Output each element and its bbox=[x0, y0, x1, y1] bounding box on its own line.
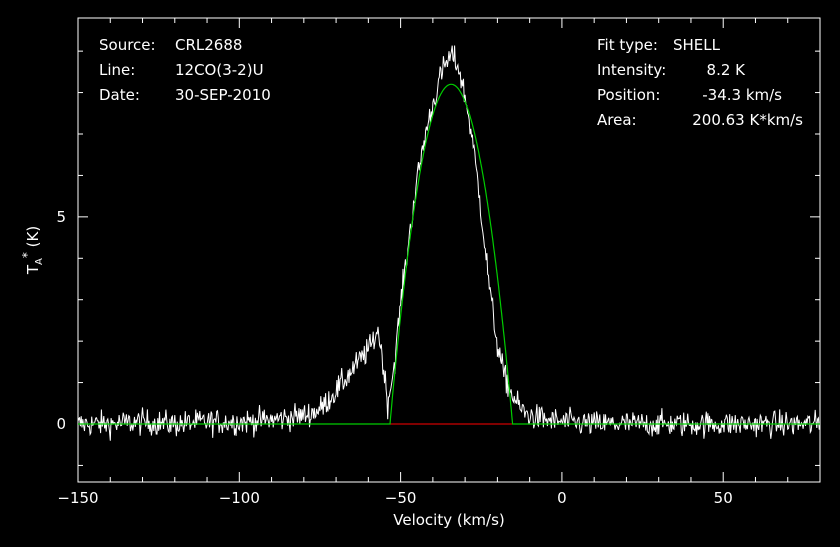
source-value: CRL2688 bbox=[175, 36, 242, 54]
intensity-value: 8.2 K bbox=[707, 61, 747, 79]
line-value: 12CO(3-2)U bbox=[175, 61, 264, 79]
area-label: Area: bbox=[597, 111, 637, 129]
x-tick-label: −100 bbox=[219, 489, 260, 507]
x-tick-label: −150 bbox=[57, 489, 98, 507]
x-tick-label: 50 bbox=[714, 489, 733, 507]
axis-ticks bbox=[77, 18, 821, 482]
svg-text:TA* (K): TA* (K) bbox=[20, 226, 45, 275]
date-value: 30-SEP-2010 bbox=[175, 86, 271, 104]
position-value: -34.3 km/s bbox=[702, 86, 782, 104]
y-axis-label: TA* (K) bbox=[20, 226, 45, 275]
source-label: Source: bbox=[99, 36, 156, 54]
y-tick-label: 5 bbox=[56, 208, 66, 226]
position-label: Position: bbox=[597, 86, 660, 104]
x-axis-label: Velocity (km/s) bbox=[393, 511, 504, 529]
line-label: Line: bbox=[99, 61, 135, 79]
spectrum-series-line bbox=[77, 45, 821, 441]
date-label: Date: bbox=[99, 86, 140, 104]
axis-tick-labels: −150 −100 −50 0 50 0 5 bbox=[56, 208, 732, 507]
x-tick-label: −50 bbox=[385, 489, 417, 507]
fit-type-value: SHELL bbox=[673, 36, 721, 54]
area-value: 200.63 K*km/s bbox=[692, 111, 803, 129]
fit-series-line bbox=[78, 83, 820, 425]
intensity-label: Intensity: bbox=[597, 61, 666, 79]
y-tick-label: 0 bbox=[56, 415, 66, 433]
fit-type-label: Fit type: bbox=[597, 36, 658, 54]
x-tick-label: 0 bbox=[557, 489, 567, 507]
plot-frame bbox=[77, 17, 821, 483]
